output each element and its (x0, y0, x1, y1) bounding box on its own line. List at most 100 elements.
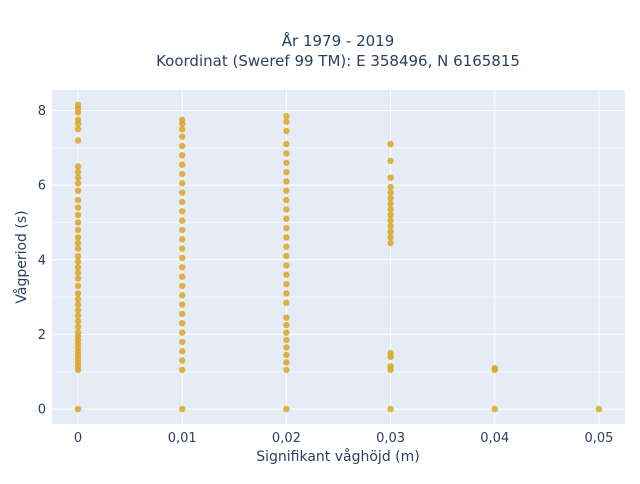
data-point (74, 295, 82, 303)
data-point (387, 239, 394, 247)
data-point (283, 336, 290, 344)
data-point (74, 226, 82, 234)
data-point (283, 178, 290, 185)
data-point (74, 290, 82, 297)
data-point (283, 262, 290, 269)
data-point (74, 187, 82, 194)
data-point (179, 116, 186, 124)
data-point (283, 112, 290, 120)
data-point (283, 224, 290, 232)
x-tick-label: 0,02 (272, 431, 301, 446)
y-tick-label: 8 (38, 104, 46, 119)
x-tick-label: 0,03 (376, 431, 405, 446)
data-point (283, 150, 290, 157)
data-point (74, 180, 82, 187)
data-point (387, 405, 394, 413)
data-point (283, 271, 290, 278)
data-point (283, 366, 290, 374)
data-point (387, 223, 394, 230)
data-point (74, 318, 82, 325)
data-point (179, 320, 186, 327)
data-point (283, 290, 290, 297)
data-point (179, 366, 186, 374)
data-point (179, 329, 186, 336)
data-point (387, 206, 394, 213)
data-point (74, 282, 82, 290)
data-point (283, 140, 290, 148)
data-point (179, 301, 186, 308)
data-point (74, 405, 82, 413)
data-point (283, 314, 290, 321)
data-point (283, 299, 290, 306)
data-point (179, 282, 186, 290)
data-point (179, 310, 186, 318)
data-point (387, 228, 394, 236)
data-point (179, 348, 186, 355)
data-point (74, 306, 82, 314)
data-point (179, 198, 186, 206)
data-point (387, 189, 394, 196)
data-point (283, 159, 290, 166)
data-point (74, 101, 82, 109)
data-point (491, 364, 498, 372)
data-point (283, 405, 290, 413)
data-point (74, 258, 82, 265)
data-point (283, 234, 290, 241)
data-point (179, 273, 186, 280)
data-point (387, 195, 394, 202)
x-tick-label: 0,04 (480, 431, 509, 446)
data-point (74, 312, 82, 319)
data-point (387, 140, 394, 148)
x-tick-label: 0,01 (168, 431, 197, 446)
data-point (387, 157, 394, 165)
data-point (74, 168, 82, 176)
data-point (387, 362, 394, 370)
data-point (179, 152, 186, 159)
data-point (283, 215, 290, 222)
data-point (74, 275, 82, 282)
data-point (179, 405, 186, 413)
y-tick-label: 2 (38, 328, 46, 343)
data-point (283, 243, 290, 250)
data-point (387, 200, 394, 208)
data-point (387, 234, 394, 241)
y-tick-label: 4 (38, 253, 46, 268)
data-point (283, 359, 290, 366)
data-point (74, 252, 82, 260)
data-point (179, 217, 186, 224)
data-point (283, 280, 290, 288)
data-point (74, 264, 82, 271)
data-point (179, 170, 186, 178)
data-point (179, 338, 186, 346)
tick-labels: 0 2 4 6 8 0 0,01 0,02 0,03 0,04 0,05 (38, 104, 614, 446)
data-point (179, 264, 186, 271)
data-point (74, 204, 82, 211)
data-point (179, 236, 186, 243)
x-tick-label: 0,05 (584, 431, 613, 446)
x-axis-title: Signifikant våghöjd (m) (256, 448, 419, 465)
data-point (283, 351, 290, 359)
data-point (283, 206, 290, 213)
data-point (74, 301, 82, 308)
data-point (283, 344, 290, 351)
data-point (387, 211, 394, 219)
data-point (179, 133, 186, 140)
data-point (179, 189, 186, 196)
y-tick-label: 6 (38, 179, 46, 194)
data-point (283, 196, 290, 204)
data-point (387, 349, 394, 357)
data-point (179, 254, 186, 262)
data-point (74, 245, 82, 252)
data-point (74, 234, 82, 241)
data-point (74, 137, 82, 144)
data-point (74, 125, 82, 133)
data-point (179, 226, 186, 234)
data-point (74, 219, 82, 226)
data-point (283, 329, 290, 336)
data-point (179, 208, 186, 215)
data-point (179, 142, 186, 150)
x-tick-label: 0 (74, 431, 82, 446)
data-point (595, 405, 603, 413)
data-point (179, 292, 186, 299)
